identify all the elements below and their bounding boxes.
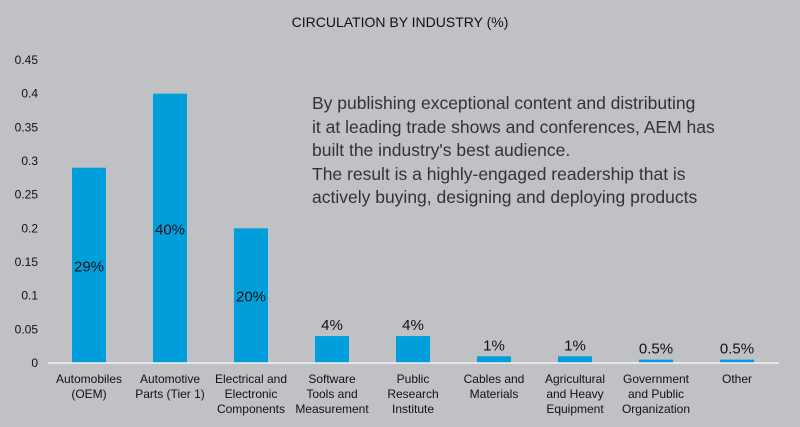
x-tick-label: and Heavy — [546, 387, 603, 401]
data-label: 0.5% — [720, 341, 754, 358]
x-tick-label: Software — [308, 372, 356, 386]
y-tick-label: 0.25 — [15, 188, 39, 202]
x-tick-label: Institute — [392, 402, 434, 416]
bar — [315, 336, 349, 363]
data-label: 40% — [155, 221, 185, 238]
bar — [720, 359, 754, 363]
bar — [477, 356, 511, 363]
x-tick-label: Electrical and — [215, 372, 287, 386]
data-label: 29% — [74, 258, 104, 275]
y-tick-label: 0.2 — [21, 221, 38, 235]
annotation-line: The result is a highly-engaged readershi… — [312, 163, 686, 184]
chart-title: CIRCULATION BY INDUSTRY (%) — [291, 14, 509, 30]
bar — [396, 336, 430, 363]
x-tick-label: Tools and — [306, 387, 357, 401]
x-tick-label: Equipment — [546, 402, 604, 416]
annotation-line: By publishing exceptional content and di… — [312, 93, 696, 113]
y-tick-label: 0.05 — [15, 322, 39, 336]
x-tick-label: Automobiles — [56, 372, 122, 386]
bar — [72, 167, 106, 363]
annotation-line: built the industry's best audience. — [312, 140, 571, 160]
x-tick-label: Parts (Tier 1) — [135, 387, 205, 401]
y-tick-label: 0.3 — [21, 154, 38, 168]
data-label: 0.5% — [639, 341, 673, 358]
x-tick-label: Public — [397, 372, 430, 386]
bar — [558, 356, 592, 363]
x-tick-label: Electronic — [225, 387, 278, 401]
y-tick-label: 0.1 — [21, 289, 38, 303]
x-tick-label: (OEM) — [71, 387, 106, 401]
y-tick-label: 0.35 — [15, 120, 39, 134]
bar — [639, 359, 673, 363]
x-tick-label: Other — [722, 372, 752, 386]
data-label: 1% — [564, 337, 586, 354]
bar — [234, 228, 268, 363]
x-tick-label: Agricultural — [545, 372, 605, 386]
y-tick-label: 0.15 — [15, 255, 39, 269]
x-tick-label: Organization — [622, 402, 690, 416]
data-label: 1% — [483, 337, 505, 354]
annotation-line: actively buying, designing and deploying… — [312, 187, 698, 207]
x-tick-label: Government — [623, 372, 690, 386]
annotation-line: it at leading trade shows and conference… — [312, 116, 715, 137]
x-tick-label: Automotive — [140, 372, 200, 386]
y-tick-label: 0.45 — [15, 53, 39, 67]
bar — [153, 93, 187, 364]
x-tick-label: Components — [217, 402, 285, 416]
x-tick-label: Cables and — [464, 372, 525, 386]
y-tick-label: 0.4 — [21, 87, 38, 101]
data-label: 4% — [321, 317, 343, 334]
x-tick-label: and Public — [628, 387, 684, 401]
x-tick-label: Research — [387, 387, 438, 401]
annotation-text: By publishing exceptional content and di… — [312, 92, 782, 210]
x-tick-label: Materials — [470, 387, 519, 401]
x-tick-label: Measurement — [295, 402, 369, 416]
data-label: 4% — [402, 317, 424, 334]
y-tick-label: 0 — [31, 356, 38, 370]
data-label: 20% — [236, 289, 266, 306]
